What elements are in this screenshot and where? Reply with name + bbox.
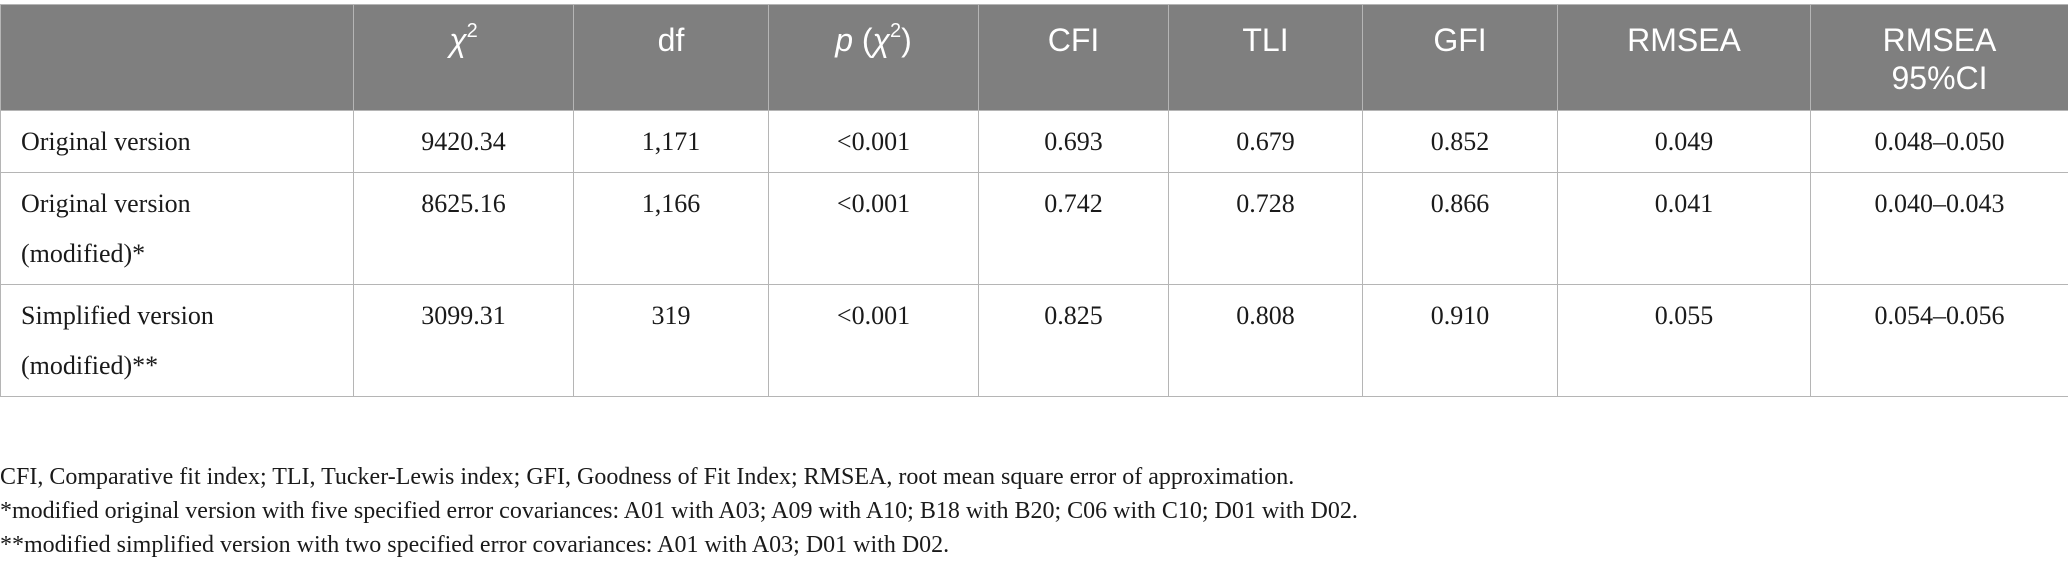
table-row: Original version 9420.34 1,171 <0.001 0.… [0, 110, 2068, 173]
cell-tli: 0.808 [1168, 284, 1363, 397]
header-blank [0, 4, 354, 111]
header-rmsea-ci-line2: 95%CI [1891, 60, 1988, 96]
table-row: Original version (modified)* 8625.16 1,16… [0, 172, 2068, 285]
header-p-close: ) [901, 22, 912, 58]
cell-gfi: 0.866 [1362, 172, 1558, 285]
header-cfi: CFI [978, 4, 1169, 111]
table-row: Simplified version (modified)** 3099.31 3… [0, 284, 2068, 397]
header-rmsea-ci: RMSEA 95%CI [1810, 4, 2068, 111]
row-label: Original version [0, 110, 354, 173]
cell-chi2: 8625.16 [353, 172, 574, 285]
cell-rmsea: 0.055 [1557, 284, 1811, 397]
header-tli: TLI [1168, 4, 1363, 111]
header-p-superscript: 2 [890, 20, 902, 43]
cell-rmsea-ci: 0.040–0.043 [1810, 172, 2068, 285]
cell-cfi: 0.693 [978, 110, 1169, 173]
row-label-line2: (modified)** [21, 351, 159, 380]
header-rmsea-ci-line1: RMSEA [1882, 22, 1997, 58]
header-p-chi: χ [872, 22, 891, 58]
cell-df: 319 [573, 284, 769, 397]
cell-p: <0.001 [768, 110, 979, 173]
row-label-line1: Original version [21, 189, 191, 218]
cell-p: <0.001 [768, 172, 979, 285]
header-chi-symbol: χ [449, 22, 467, 58]
cell-df: 1,171 [573, 110, 769, 173]
table-notes: CFI, Comparative fit index; TLI, Tucker-… [0, 460, 1358, 562]
header-chi-superscript: 2 [466, 20, 478, 43]
cell-cfi: 0.742 [978, 172, 1169, 285]
header-p-letter: p [835, 22, 853, 58]
cell-chi2: 9420.34 [353, 110, 574, 173]
row-label: Original version (modified)* [0, 172, 354, 285]
header-gfi: GFI [1362, 4, 1558, 111]
cell-tli: 0.679 [1168, 110, 1363, 173]
cell-rmsea-ci: 0.048–0.050 [1810, 110, 2068, 173]
cell-tli: 0.728 [1168, 172, 1363, 285]
cell-chi2: 3099.31 [353, 284, 574, 397]
model-fit-table: χ2 df p (χ2) CFI TLI GFI RMSEA RMSEA 95%C… [0, 4, 2068, 397]
header-df: df [573, 4, 769, 111]
abbreviations-note: CFI, Comparative fit index; TLI, Tucker-… [0, 464, 1295, 490]
header-chi-square: χ2 [353, 4, 574, 111]
header-p-open: ( [853, 22, 873, 58]
header-rmsea: RMSEA [1557, 4, 1811, 111]
cell-rmsea-ci: 0.054–0.056 [1810, 284, 2068, 397]
row-label: Simplified version (modified)** [0, 284, 354, 397]
footnote-double-asterisk: **modified simplified version with two s… [0, 532, 950, 558]
cell-rmsea: 0.041 [1557, 172, 1811, 285]
row-label-line1: Original version [21, 127, 191, 156]
cell-rmsea: 0.049 [1557, 110, 1811, 173]
header-p-chi-square: p (χ2) [768, 4, 979, 111]
cell-p: <0.001 [768, 284, 979, 397]
row-label-line1: Simplified version [21, 301, 214, 330]
cell-cfi: 0.825 [978, 284, 1169, 397]
cell-df: 1,166 [573, 172, 769, 285]
cell-gfi: 0.910 [1362, 284, 1558, 397]
cell-gfi: 0.852 [1362, 110, 1558, 173]
header-row: χ2 df p (χ2) CFI TLI GFI RMSEA RMSEA 95%C… [0, 4, 2068, 111]
row-label-line2: (modified)* [21, 239, 146, 268]
footnote-single-asterisk: *modified original version with five spe… [0, 498, 1358, 524]
